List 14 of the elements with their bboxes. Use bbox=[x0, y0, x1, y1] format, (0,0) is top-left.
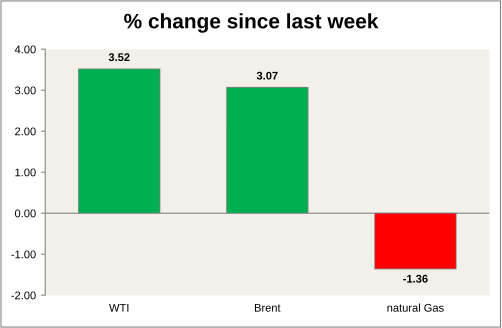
data-label: 3.52 bbox=[108, 53, 130, 62]
y-tick-label: 2.00 bbox=[15, 127, 36, 136]
y-tick-label: 0.00 bbox=[14, 209, 36, 218]
x-tick-label: natural Gas bbox=[387, 304, 444, 312]
y-tick-label: -1.00 bbox=[11, 250, 36, 258]
x-tick-label: WTI bbox=[109, 304, 128, 312]
y-tick-label: 1.00 bbox=[15, 168, 36, 176]
y-tick-label: -2.00 bbox=[11, 291, 36, 300]
chart-title: % change since last week bbox=[124, 13, 378, 33]
y-tick-label: 3.00 bbox=[14, 86, 36, 94]
x-tick-label: Brent bbox=[254, 304, 281, 312]
data-label: -1.36 bbox=[403, 274, 428, 283]
y-tick-label: 4.00 bbox=[14, 45, 36, 54]
data-label: 3.07 bbox=[256, 72, 278, 80]
